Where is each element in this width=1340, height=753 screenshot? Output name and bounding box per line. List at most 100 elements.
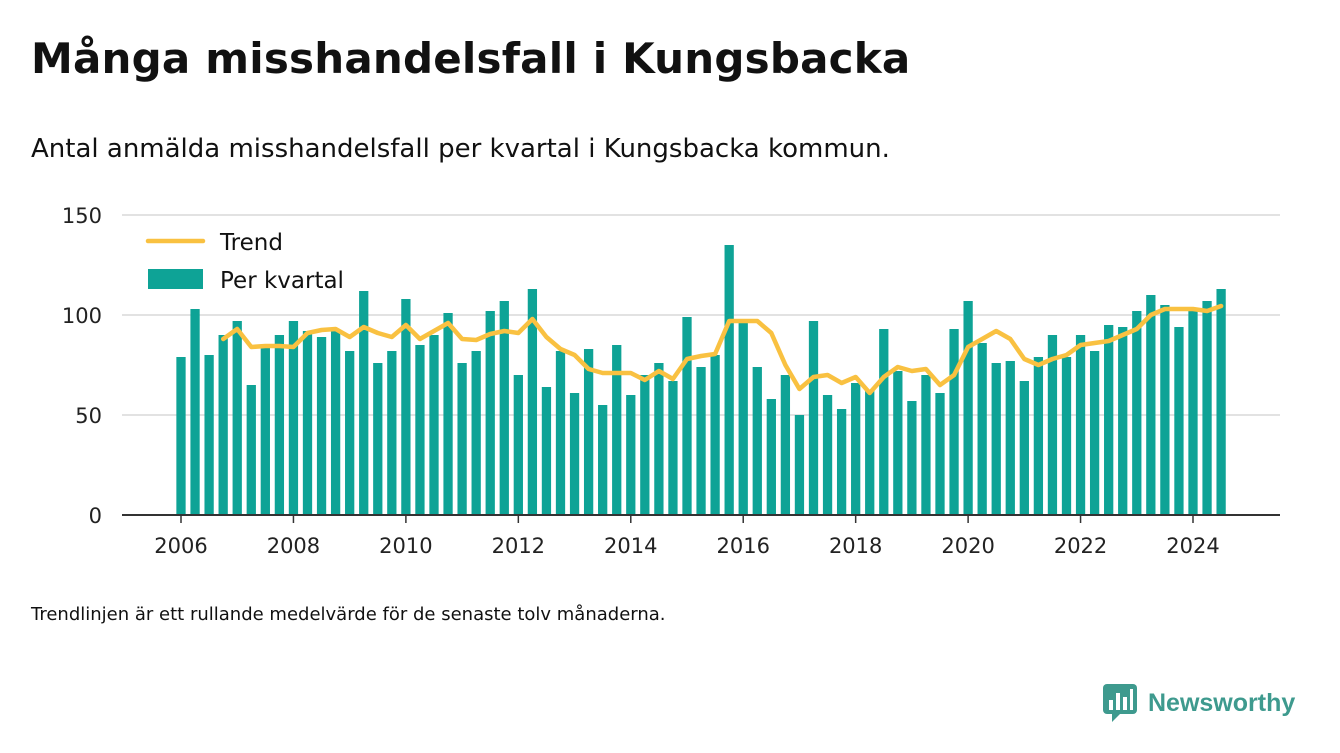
bar <box>780 375 791 515</box>
bar <box>1118 327 1128 515</box>
bar <box>724 245 734 515</box>
bar <box>1089 351 1100 515</box>
bar <box>963 301 973 515</box>
y-axis-ticks: 0 50 100 150 <box>62 204 102 528</box>
bar <box>1019 381 1029 515</box>
legend: Trend Per kvartal <box>145 230 344 294</box>
x-tick-label: 2024 <box>1166 534 1219 558</box>
bar <box>429 335 439 515</box>
bar <box>471 351 481 515</box>
bar <box>401 299 411 515</box>
bar <box>359 291 369 515</box>
bar <box>274 335 285 515</box>
x-tick-label: 2016 <box>716 534 769 558</box>
bar <box>991 363 1001 515</box>
x-tick-label: 2008 <box>267 534 320 558</box>
bar <box>626 395 636 515</box>
bar <box>794 415 805 515</box>
chart-subtitle: Antal anmälda misshandelsfall per kvarta… <box>31 134 890 164</box>
bar <box>1061 357 1072 515</box>
bar <box>1047 335 1058 515</box>
bar <box>555 351 566 515</box>
x-tick-label: 2012 <box>492 534 545 558</box>
bar <box>1033 357 1044 515</box>
newsworthy-logo-icon <box>1103 684 1137 722</box>
bar <box>668 381 678 515</box>
bar <box>808 321 819 515</box>
legend-bars-label: Per kvartal <box>220 268 344 294</box>
bar <box>710 355 720 515</box>
bar <box>527 289 538 515</box>
bar <box>738 321 748 515</box>
bar <box>977 343 987 515</box>
bar <box>1075 335 1086 515</box>
bar <box>598 405 608 515</box>
bar <box>204 355 214 515</box>
bar <box>232 321 242 515</box>
bar <box>1104 325 1114 515</box>
chart-title: Många misshandelsfall i Kungsbacka <box>31 34 911 83</box>
bar <box>654 363 664 515</box>
x-tick-label: 2010 <box>379 534 432 558</box>
bar <box>612 345 622 515</box>
bar-series <box>176 245 1226 515</box>
x-tick-label: 2020 <box>941 534 994 558</box>
bar <box>513 375 523 515</box>
bar <box>373 363 383 515</box>
bar <box>1174 327 1184 515</box>
bar <box>316 337 327 515</box>
bar <box>921 375 931 515</box>
x-tick-label: 2014 <box>604 534 657 558</box>
trend-line <box>220 303 1224 396</box>
x-axis-ticks: 2006 2008 2010 2012 2014 2016 2018 2020 2022 2024 <box>154 515 1220 558</box>
bar <box>851 383 861 515</box>
brand-logo: Newsworthy <box>1102 683 1295 723</box>
bar <box>640 375 650 515</box>
bar <box>1160 305 1170 515</box>
bar <box>907 401 917 515</box>
legend-bars-swatch <box>148 269 203 289</box>
bar <box>541 387 552 515</box>
y-tick-label: 0 <box>89 504 102 528</box>
bar <box>935 393 945 515</box>
bar <box>865 391 875 515</box>
bar <box>1216 289 1226 515</box>
x-tick-label: 2018 <box>829 534 882 558</box>
bar <box>569 393 580 515</box>
x-tick-label: 2022 <box>1054 534 1107 558</box>
bar <box>387 351 397 515</box>
bar <box>1005 361 1015 515</box>
bar <box>893 371 903 515</box>
bar <box>752 367 762 515</box>
bar <box>879 329 889 515</box>
bar <box>696 367 706 515</box>
bar <box>682 317 692 515</box>
bar <box>766 399 776 515</box>
bar <box>1132 311 1142 515</box>
bar <box>415 345 425 515</box>
bar <box>1202 301 1212 515</box>
bar <box>1188 311 1198 515</box>
bar <box>260 347 270 515</box>
bar <box>190 309 200 515</box>
bar <box>1146 295 1156 515</box>
bar <box>246 385 256 515</box>
bar <box>443 313 453 515</box>
legend-trend-label: Trend <box>219 230 283 256</box>
x-tick-label: 2006 <box>154 534 207 558</box>
bar <box>822 395 833 515</box>
y-tick-label: 100 <box>62 304 102 328</box>
bar <box>949 329 959 515</box>
y-tick-label: 50 <box>75 404 102 428</box>
bar <box>485 311 495 515</box>
footnote: Trendlinjen är ett rullande medelvärde f… <box>31 604 666 625</box>
bar <box>583 349 594 515</box>
bar <box>499 301 509 515</box>
bar <box>288 321 299 515</box>
y-tick-label: 150 <box>62 204 102 228</box>
bar <box>457 363 467 515</box>
chart: 2006 2008 2010 2012 2014 2016 2018 2020 2022 2024… <box>62 204 1280 558</box>
bar <box>218 335 228 515</box>
bar <box>302 331 313 515</box>
bar <box>330 331 341 515</box>
